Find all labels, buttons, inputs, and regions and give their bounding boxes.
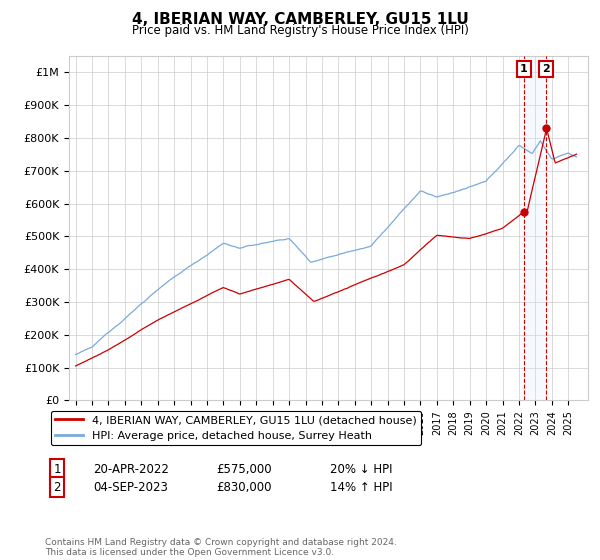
Legend: 4, IBERIAN WAY, CAMBERLEY, GU15 1LU (detached house), HPI: Average price, detach: 4, IBERIAN WAY, CAMBERLEY, GU15 1LU (det… bbox=[50, 410, 421, 445]
Text: 4, IBERIAN WAY, CAMBERLEY, GU15 1LU: 4, IBERIAN WAY, CAMBERLEY, GU15 1LU bbox=[131, 12, 469, 27]
Text: 2: 2 bbox=[542, 64, 550, 74]
Text: £830,000: £830,000 bbox=[216, 480, 271, 494]
Text: 14% ↑ HPI: 14% ↑ HPI bbox=[330, 480, 392, 494]
Text: £575,000: £575,000 bbox=[216, 463, 272, 476]
Text: 1: 1 bbox=[53, 463, 61, 476]
Text: 20-APR-2022: 20-APR-2022 bbox=[93, 463, 169, 476]
Text: 2: 2 bbox=[53, 480, 61, 494]
Text: 04-SEP-2023: 04-SEP-2023 bbox=[93, 480, 168, 494]
Bar bbox=[524, 56, 547, 400]
Text: 20% ↓ HPI: 20% ↓ HPI bbox=[330, 463, 392, 476]
Text: Price paid vs. HM Land Registry's House Price Index (HPI): Price paid vs. HM Land Registry's House … bbox=[131, 24, 469, 36]
Text: Contains HM Land Registry data © Crown copyright and database right 2024.
This d: Contains HM Land Registry data © Crown c… bbox=[45, 538, 397, 557]
Text: 1: 1 bbox=[520, 64, 528, 74]
